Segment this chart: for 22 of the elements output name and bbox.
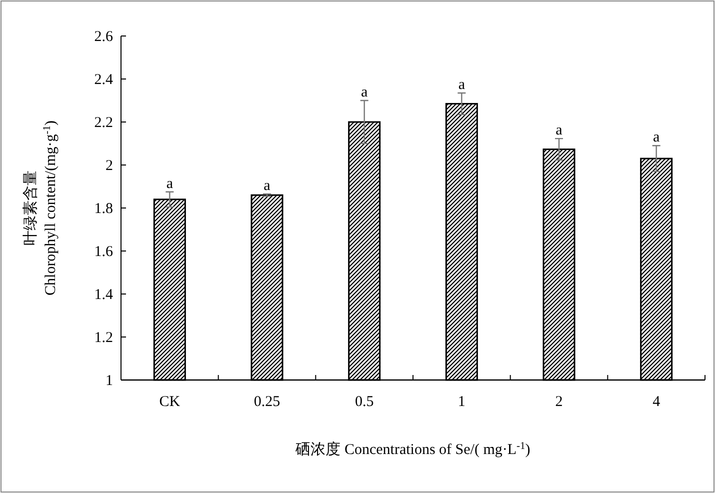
y-tick-label: 2 <box>106 158 113 174</box>
annotation: a <box>264 178 271 194</box>
annotation: a <box>652 130 660 146</box>
annotation: a <box>360 84 368 100</box>
y-tick-label: 1.6 <box>94 244 114 260</box>
annotation: a <box>556 122 563 139</box>
y-tick-label: 2.4 <box>94 72 114 88</box>
y-tick-label: 1 <box>106 373 113 389</box>
x-tick-label: 2 <box>555 394 563 410</box>
y-tick-label: 1.8 <box>94 201 113 217</box>
y-tick-label: 2.2 <box>94 115 113 131</box>
x-tick-label: 0.25 <box>254 394 280 410</box>
annotation: a <box>166 176 174 192</box>
y-tick-label: 2.6 <box>94 29 114 45</box>
x-tick-label: 4 <box>652 394 661 410</box>
y-tick-label: 1.2 <box>94 330 113 346</box>
x-tick-label: 0.5 <box>354 394 374 410</box>
y-tick-label: 1.4 <box>94 287 114 303</box>
x-tick-label: 1 <box>458 394 466 410</box>
x-axis-title: 硒浓度 Concentrations of Se/( mg·L$^{-1}$) <box>294 440 530 458</box>
annotation: a <box>458 76 466 93</box>
x-tick-label: CK <box>159 394 180 410</box>
